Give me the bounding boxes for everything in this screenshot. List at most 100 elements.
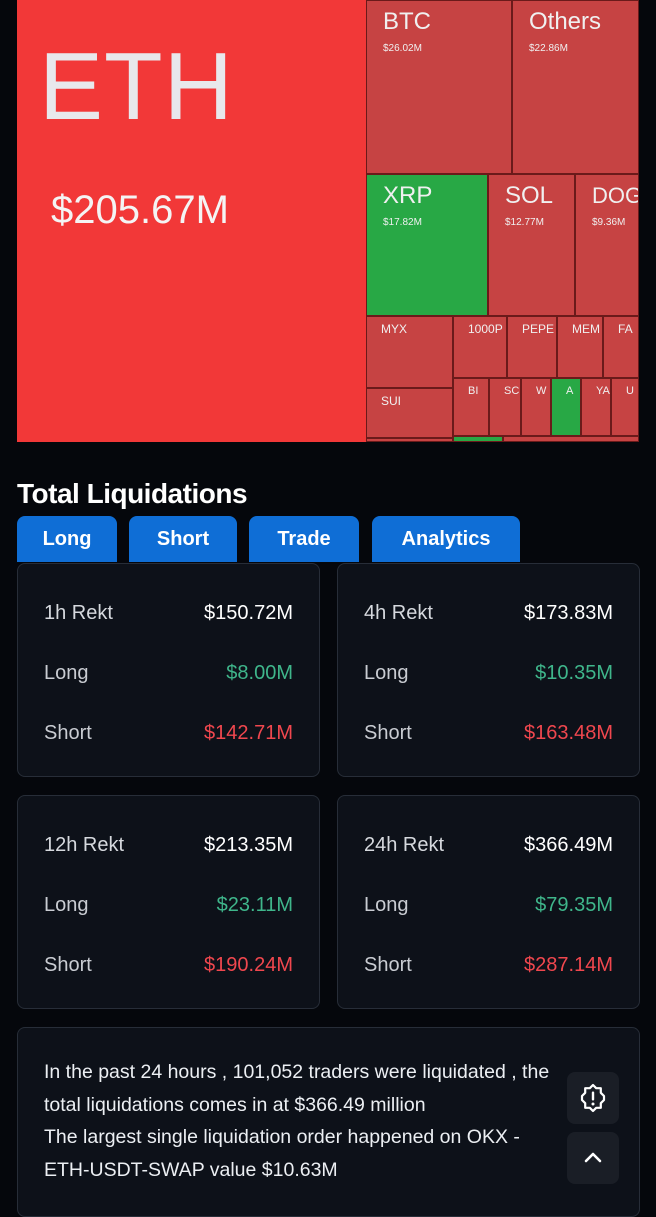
long-value: $23.11M bbox=[216, 894, 293, 916]
treemap-cell-tiny-green bbox=[453, 436, 503, 442]
tab-analytics[interactable]: Analytics bbox=[372, 516, 520, 562]
treemap-cell-1000p[interactable]: 1000P bbox=[453, 316, 507, 378]
treemap-symbol: XRP bbox=[383, 182, 433, 209]
short-value: $163.48M bbox=[524, 722, 613, 744]
short-label: Short bbox=[44, 722, 92, 744]
card-total: $213.35M bbox=[204, 834, 293, 856]
short-value: $142.71M bbox=[204, 722, 293, 744]
treemap-symbol: FA bbox=[618, 322, 633, 336]
liquidation-summary: In the past 24 hours , 101,052 traders w… bbox=[17, 1027, 640, 1217]
treemap-symbol: BTC bbox=[383, 8, 431, 35]
long-label: Long bbox=[364, 894, 409, 916]
treemap-cell-u[interactable]: U bbox=[611, 378, 639, 436]
tab-short[interactable]: Short bbox=[129, 516, 237, 562]
treemap-cell-misc bbox=[366, 438, 453, 442]
tab-long[interactable]: Long bbox=[17, 516, 117, 562]
treemap-cell-w[interactable]: W bbox=[521, 378, 551, 436]
treemap-cell-xrp[interactable]: XRP $17.82M bbox=[366, 174, 488, 316]
long-label: Long bbox=[44, 894, 89, 916]
treemap-symbol: U bbox=[626, 385, 634, 397]
scroll-top-button[interactable] bbox=[567, 1132, 619, 1184]
treemap-cell-pepe[interactable]: PEPE bbox=[507, 316, 557, 378]
short-value: $287.14M bbox=[524, 954, 613, 976]
card-total: $173.83M bbox=[524, 602, 613, 624]
short-label: Short bbox=[364, 954, 412, 976]
treemap-value: $26.02M bbox=[383, 43, 422, 54]
card-total-row: 1h Rekt $150.72M bbox=[44, 602, 293, 625]
card-long-row: Long $8.00M bbox=[44, 662, 293, 685]
treemap-symbol: MYX bbox=[381, 322, 408, 336]
treemap-symbol: MEM bbox=[572, 322, 600, 336]
card-label: 12h Rekt bbox=[44, 834, 125, 856]
long-label: Long bbox=[44, 662, 89, 684]
treemap-symbol: SC bbox=[504, 385, 520, 397]
rekt-card-12h: 12h Rekt $213.35M Long $23.11M Short $19… bbox=[17, 795, 320, 1009]
treemap-cell-sol[interactable]: SOL $12.77M bbox=[488, 174, 575, 316]
rekt-card-24h: 24h Rekt $366.49M Long $79.35M Short $28… bbox=[337, 795, 640, 1009]
treemap-symbol: BI bbox=[468, 385, 479, 397]
treemap-cell-fa[interactable]: FA bbox=[603, 316, 639, 378]
treemap-symbol: SOL bbox=[505, 182, 554, 209]
treemap-symbol: 1000P bbox=[468, 322, 503, 336]
card-total-row: 24h Rekt $366.49M bbox=[364, 834, 613, 857]
long-value: $10.35M bbox=[535, 662, 613, 684]
treemap-symbol: SUI bbox=[381, 394, 402, 408]
treemap-symbol: ETH bbox=[39, 33, 234, 140]
liquidation-treemap: ETH $205.67M BTC $26.02M Others $22.86M … bbox=[17, 0, 639, 442]
summary-line: total liquidations comes in at $366.49 m… bbox=[44, 1093, 426, 1116]
treemap-cell-ya[interactable]: YA bbox=[581, 378, 611, 436]
treemap-symbol: YA bbox=[596, 385, 610, 397]
rekt-card-4h: 4h Rekt $173.83M Long $10.35M Short $163… bbox=[337, 563, 640, 777]
treemap-value: $205.67M bbox=[51, 188, 229, 232]
alert-badge-icon bbox=[580, 1083, 606, 1113]
long-value: $8.00M bbox=[226, 662, 293, 684]
card-long-row: Long $23.11M bbox=[44, 894, 293, 917]
treemap-symbol: DOG bbox=[592, 183, 639, 208]
card-short-row: Short $190.24M bbox=[44, 954, 293, 977]
card-label: 1h Rekt bbox=[44, 602, 113, 624]
card-total: $366.49M bbox=[524, 834, 613, 856]
treemap-cell-sc[interactable]: SC bbox=[489, 378, 521, 436]
short-label: Short bbox=[44, 954, 92, 976]
treemap-symbol: W bbox=[536, 385, 547, 397]
alert-button[interactable] bbox=[567, 1072, 619, 1124]
summary-line: The largest single liquidation order hap… bbox=[44, 1126, 520, 1148]
tab-trade[interactable]: Trade bbox=[249, 516, 359, 562]
section-title: Total Liquidations bbox=[17, 478, 248, 509]
card-total-row: 4h Rekt $173.83M bbox=[364, 602, 613, 625]
card-label: 24h Rekt bbox=[364, 834, 445, 856]
treemap-cell-mem[interactable]: MEM bbox=[557, 316, 603, 378]
short-value: $190.24M bbox=[204, 954, 293, 976]
treemap-value: $9.36M bbox=[592, 217, 626, 228]
treemap-value: $22.86M bbox=[529, 43, 568, 54]
treemap-cell-eth[interactable]: ETH $205.67M bbox=[17, 0, 366, 442]
treemap-cell-bi[interactable]: BI bbox=[453, 378, 489, 436]
treemap-symbol: Others bbox=[529, 8, 602, 35]
card-short-row: Short $163.48M bbox=[364, 722, 613, 745]
card-long-row: Long $79.35M bbox=[364, 894, 613, 917]
summary-line: In the past 24 hours , 101,052 traders w… bbox=[44, 1061, 550, 1083]
card-label: 4h Rekt bbox=[364, 602, 433, 624]
summary-line: ETH-USDT-SWAP value $10.63M bbox=[44, 1158, 338, 1181]
treemap-symbol: A bbox=[566, 385, 574, 397]
card-total: $150.72M bbox=[204, 602, 293, 624]
card-long-row: Long $10.35M bbox=[364, 662, 613, 685]
treemap-cell-others[interactable]: Others $22.86M bbox=[512, 0, 639, 174]
chevron-up-icon bbox=[584, 1152, 602, 1163]
card-total-row: 12h Rekt $213.35M bbox=[44, 834, 293, 857]
treemap-value: $12.77M bbox=[505, 217, 544, 228]
treemap-cell-sui[interactable]: SUI bbox=[366, 388, 453, 438]
card-short-row: Short $142.71M bbox=[44, 722, 293, 745]
treemap-cell-tiny-red bbox=[503, 436, 639, 442]
treemap-cell-a[interactable]: A bbox=[551, 378, 581, 436]
short-label: Short bbox=[364, 722, 412, 744]
treemap-value: $17.82M bbox=[383, 217, 422, 228]
long-label: Long bbox=[364, 662, 409, 684]
treemap-symbol: PEPE bbox=[522, 322, 555, 336]
treemap-cell-dog[interactable]: DOG $9.36M bbox=[575, 174, 639, 316]
long-value: $79.35M bbox=[535, 894, 613, 916]
treemap-cell-btc[interactable]: BTC $26.02M bbox=[366, 0, 512, 174]
rekt-card-1h: 1h Rekt $150.72M Long $8.00M Short $142.… bbox=[17, 563, 320, 777]
treemap-cell-myx[interactable]: MYX bbox=[366, 316, 453, 388]
card-short-row: Short $287.14M bbox=[364, 954, 613, 977]
